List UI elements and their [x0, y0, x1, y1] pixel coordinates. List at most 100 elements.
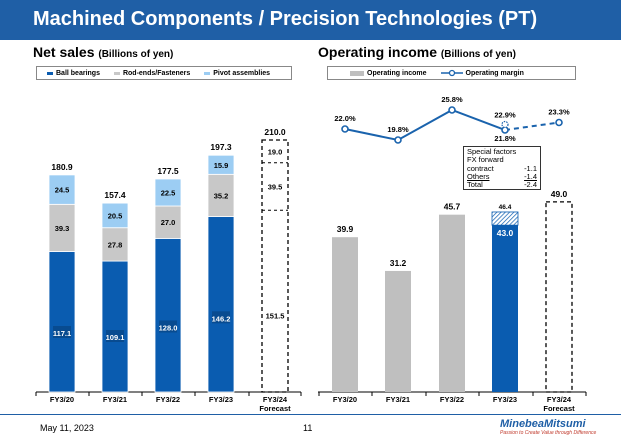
net-sales-bar-segment — [207, 173, 235, 217]
operating-income-x-tick-label: FY3/23 — [493, 395, 517, 404]
net-sales-bar-segment — [207, 154, 235, 175]
legend-swatch — [113, 71, 120, 75]
legend-line-marker — [440, 69, 463, 77]
net-sales-value-label: 117.1 — [53, 329, 71, 338]
footer-date: May 11, 2023 — [40, 423, 94, 433]
logo-tagline: Passion to Create Value through Differen… — [500, 430, 597, 436]
net-sales-value-label: 24.5 — [55, 186, 70, 195]
special-factor-row: Total -2.4 — [467, 180, 537, 190]
net-sales-value-label: 20.5 — [108, 211, 123, 220]
operating-income-legend: Operating income Operating margin — [327, 66, 576, 80]
special-factor-label: FX forward — [467, 155, 504, 165]
net-sales-value-label: 151.5 — [266, 312, 285, 321]
operating-income-x-tick-label: FY3/22 — [440, 395, 464, 404]
net-sales-x-tick-label: FY3/20 — [50, 395, 74, 404]
net-sales-x-tick-label: FY3/22 — [156, 395, 180, 404]
special-factor-row: contract -1.1 — [467, 163, 537, 173]
net-sales-value-label: 128.0 — [159, 323, 178, 332]
operating-margin-point — [501, 126, 509, 134]
net-sales-value-label: 109.1 — [106, 333, 125, 342]
special-factor-value: -2.4 — [524, 180, 537, 190]
operating-income-value-label: 45.7 — [444, 202, 461, 212]
legend-ball-bearings: Ball bearings — [47, 70, 100, 77]
operating-margin-special-label: 22.9% — [494, 111, 516, 120]
value-label-bg — [53, 325, 71, 338]
page-number: 11 — [303, 423, 313, 433]
net-sales-value-label: 39.5 — [268, 183, 283, 192]
operating-margin-label: 22.0% — [334, 114, 356, 123]
special-factor-row: FX forward — [467, 155, 537, 165]
operating-margin-point — [555, 118, 563, 127]
net-sales-value-label: 35.2 — [214, 191, 229, 200]
net-sales-value-label: 146.2 — [212, 314, 231, 323]
net-sales-bar-segment — [48, 174, 76, 205]
operating-income-bar — [439, 214, 465, 392]
legend-pivot: Pivot assemblies — [204, 70, 270, 77]
operating-income-x-tick-label: Forecast — [543, 404, 575, 413]
operating-income-bar — [492, 225, 518, 392]
legend-rod-ends: Rod-ends/Fasteners — [113, 69, 191, 77]
special-factor-value: -1.1 — [524, 163, 537, 173]
net-sales-total-label: 180.9 — [51, 162, 73, 172]
net-sales-value-label: 22.5 — [161, 189, 176, 198]
net-sales-total-label: 177.5 — [157, 166, 179, 176]
net-sales-legend: Ball bearings Rod-ends/Fasteners Pivot a… — [36, 66, 292, 80]
net-sales-value-label: 27.0 — [161, 218, 176, 227]
operating-income-title: Operating income (Billions of yen) — [318, 44, 516, 60]
special-factor-total-label: 46.4 — [499, 204, 512, 211]
header-bar: Machined Components / Precision Technolo… — [0, 0, 621, 40]
operating-margin-forecast-line — [504, 121, 560, 131]
legend-label: Rod-ends/Fasteners — [122, 69, 191, 77]
net-sales-bar-segment — [48, 251, 76, 393]
net-sales-unit: (Billions of yen) — [98, 49, 174, 60]
special-factor-hatched-bar — [491, 211, 519, 226]
special-factor-value: -1.4 — [524, 171, 537, 181]
value-label-bg — [106, 330, 124, 343]
operating-margin-point — [448, 106, 456, 114]
net-sales-bar-segment — [48, 203, 76, 252]
operating-income-x-tick-label: FY3/21 — [386, 395, 410, 404]
legend-operating-margin: Operating margin — [440, 69, 524, 77]
net-sales-value-label: 27.8 — [108, 240, 123, 249]
net-sales-value-label: 15.9 — [214, 161, 229, 170]
net-sales-total-label: 210.0 — [264, 127, 286, 137]
operating-income-unit: (Billions of yen) — [440, 49, 516, 60]
operating-margin-label: 23.3% — [548, 108, 570, 117]
operating-margin-point — [341, 125, 349, 133]
net-sales-value-label: 19.0 — [268, 147, 283, 156]
operating-income-value-label: 43.0 — [497, 228, 514, 238]
value-label-bg — [212, 311, 230, 324]
legend-label: Operating margin — [465, 69, 524, 77]
net-sales-bar-segment — [154, 205, 182, 239]
operating-income-forecast-bar — [545, 201, 573, 393]
operating-income-value-label: 31.2 — [390, 258, 407, 268]
legend-swatch — [350, 70, 364, 76]
operating-margin-point — [394, 136, 402, 144]
net-sales-bar-segment — [207, 216, 235, 393]
net-sales-title: Net sales (Billions of yen) — [33, 44, 173, 60]
operating-margin-label: 19.8% — [387, 125, 409, 134]
net-sales-bar-segment — [154, 178, 182, 207]
net-sales-x-tick-label: FY3/23 — [209, 395, 233, 404]
operating-income-x-tick-label: FY3/20 — [333, 395, 357, 404]
operating-margin-special-point — [501, 120, 509, 129]
special-factor-label: Others — [467, 171, 490, 181]
net-sales-forecast-bar — [261, 139, 289, 393]
operating-margin-line — [344, 108, 506, 142]
net-sales-x-tick-label: FY3/24 — [263, 395, 288, 404]
company-logo: MinebeaMitsumi Passion to Create Value t… — [500, 418, 600, 436]
operating-income-value-label: 39.9 — [337, 224, 354, 234]
net-sales-value-label: 39.3 — [55, 224, 70, 233]
net-sales-x-tick-label: Forecast — [259, 404, 291, 413]
page-title: Machined Components / Precision Technolo… — [33, 8, 538, 30]
net-sales-total-label: 157.4 — [104, 190, 126, 200]
legend-swatch — [204, 71, 211, 75]
net-sales-bar-segment — [101, 202, 129, 229]
footer-divider — [0, 414, 621, 415]
operating-margin-label: 25.8% — [441, 95, 463, 104]
special-factor-label: Total — [467, 180, 483, 190]
legend-label: Pivot assemblies — [213, 69, 271, 77]
legend-label: Operating income — [367, 69, 427, 77]
special-factors-title: Special factors — [467, 147, 517, 156]
